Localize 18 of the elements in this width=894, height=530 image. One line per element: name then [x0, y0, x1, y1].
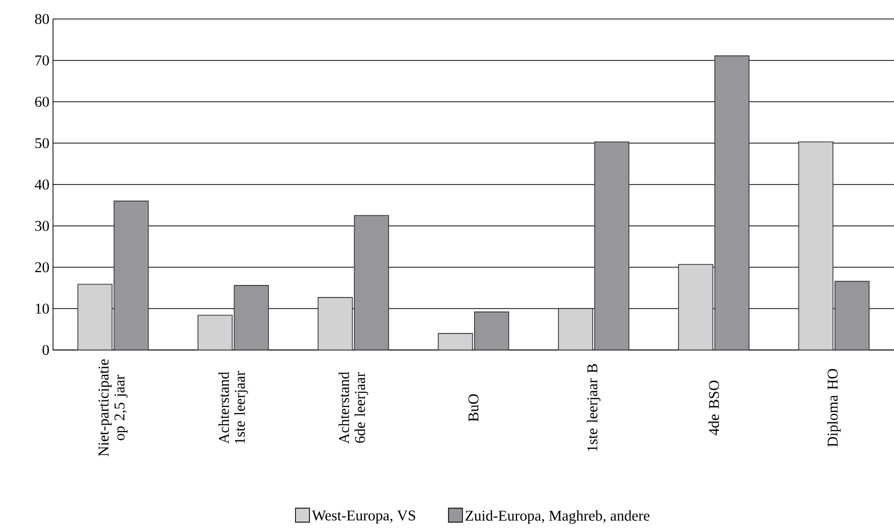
- y-tick-label: 40: [34, 179, 49, 190]
- x-tick-label: BuO: [468, 394, 479, 422]
- y-tick-label: 80: [35, 14, 49, 24]
- y-tick-label: 0: [42, 344, 49, 356]
- x-tick-label: 1ste leerjaar B: [586, 364, 600, 451]
- x-tick-label: Achterstand 1ste leerjaar: [218, 370, 248, 444]
- x-tick-label: 4de BSO: [708, 380, 720, 436]
- y-tick-label: 60: [35, 96, 49, 107]
- x-tick-label: Diploma HO: [827, 368, 841, 447]
- legend-label: Zuid-Europa, Maghreb, andere: [466, 510, 650, 524]
- legend-label: West-Europa, VS: [312, 510, 416, 524]
- y-tick-label: 10: [36, 304, 49, 314]
- y-tick-label: 30: [35, 220, 49, 231]
- y-tick-label: 50: [35, 138, 49, 148]
- y-tick-label: 20: [35, 262, 49, 272]
- x-tick-label: Niet-participatie op 2,5 jaar: [98, 359, 128, 456]
- x-tick-label: Achterstand 6de leerjaar: [338, 372, 368, 444]
- y-tick-label: 70: [36, 55, 49, 66]
